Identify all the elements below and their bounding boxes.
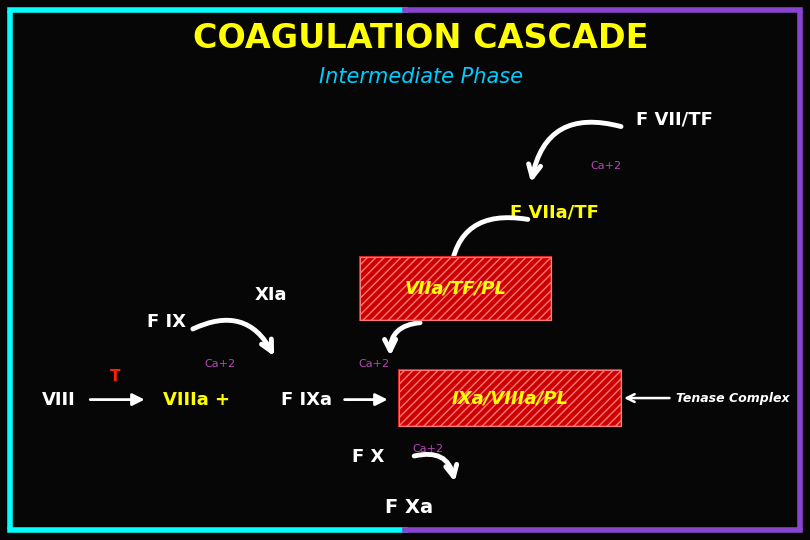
Text: IXa/VIIIa/PL: IXa/VIIIa/PL <box>451 389 569 407</box>
Text: XIa: XIa <box>255 286 288 303</box>
Text: F IX: F IX <box>147 313 185 332</box>
Bar <box>399 370 621 426</box>
Bar <box>360 257 551 320</box>
Bar <box>399 370 621 426</box>
Text: F Xa: F Xa <box>385 498 433 517</box>
Text: Ca+2: Ca+2 <box>590 161 621 171</box>
Text: F X: F X <box>352 448 385 465</box>
Text: Ca+2: Ca+2 <box>205 359 236 369</box>
Text: COAGULATION CASCADE: COAGULATION CASCADE <box>194 22 649 55</box>
Text: T: T <box>110 369 120 384</box>
Text: Tenase Complex: Tenase Complex <box>676 392 790 404</box>
Bar <box>360 257 551 320</box>
Text: Intermediate Phase: Intermediate Phase <box>319 67 523 87</box>
Text: F VII/TF: F VII/TF <box>636 111 713 129</box>
Text: Ca+2: Ca+2 <box>412 444 443 454</box>
Text: F VIIa/TF: F VIIa/TF <box>510 203 599 221</box>
Text: Ca+2: Ca+2 <box>359 359 390 369</box>
Text: VIIIa +: VIIIa + <box>163 390 229 409</box>
Text: VIIa/TF/PL: VIIa/TF/PL <box>405 280 506 298</box>
Text: F IXa: F IXa <box>281 390 331 409</box>
Text: VIII: VIII <box>41 390 75 409</box>
